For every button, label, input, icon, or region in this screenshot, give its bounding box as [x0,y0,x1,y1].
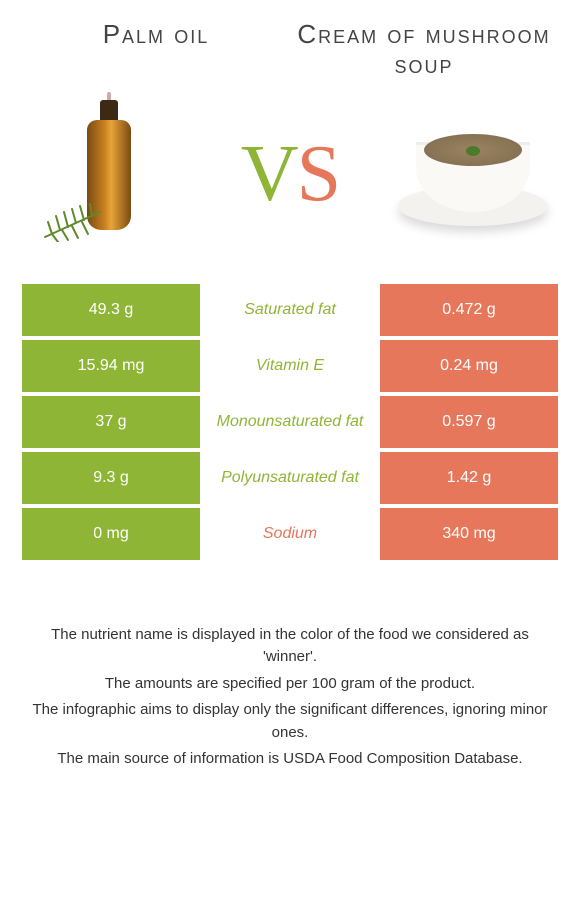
footnote-line: The nutrient name is displayed in the co… [26,624,554,669]
table-row: 0 mgSodium340 mg [22,508,558,560]
header: Palm oil Cream of mushroom soup [0,0,580,80]
right-title-col: Cream of mushroom soup [290,20,558,80]
palm-oil-icon [22,90,192,260]
footnote-line: The amounts are specified per 100 gram o… [26,673,554,696]
right-value: 1.42 g [380,452,558,504]
nutrient-label: Polyunsaturated fat [200,452,380,504]
left-value: 37 g [22,396,200,448]
left-food-title: Palm oil [22,20,290,50]
left-value: 9.3 g [22,452,200,504]
table-row: 15.94 mgVitamin E0.24 mg [22,340,558,392]
vs-s: S [297,130,340,218]
images-row: VS [0,80,580,284]
table-row: 9.3 gPolyunsaturated fat1.42 g [22,452,558,504]
soup-bowl-icon [388,90,558,260]
nutrient-label: Sodium [200,508,380,560]
left-value: 15.94 mg [22,340,200,392]
footnote-line: The infographic aims to display only the… [26,699,554,744]
right-food-image [388,90,558,260]
nutrition-table: 49.3 gSaturated fat0.472 g15.94 mgVitami… [0,284,580,560]
right-value: 0.24 mg [380,340,558,392]
vs-v: V [241,130,297,218]
table-row: 37 gMonounsaturated fat0.597 g [22,396,558,448]
right-food-title: Cream of mushroom soup [290,20,558,80]
footnote-line: The main source of information is USDA F… [26,748,554,771]
vs-label: VS [241,129,339,220]
left-value: 49.3 g [22,284,200,336]
table-row: 49.3 gSaturated fat0.472 g [22,284,558,336]
right-value: 340 mg [380,508,558,560]
nutrient-label: Saturated fat [200,284,380,336]
nutrient-label: Monounsaturated fat [200,396,380,448]
right-value: 0.472 g [380,284,558,336]
left-food-image [22,90,192,260]
right-value: 0.597 g [380,396,558,448]
left-title-col: Palm oil [22,20,290,50]
footnotes: The nutrient name is displayed in the co… [0,564,580,771]
nutrient-label: Vitamin E [200,340,380,392]
left-value: 0 mg [22,508,200,560]
